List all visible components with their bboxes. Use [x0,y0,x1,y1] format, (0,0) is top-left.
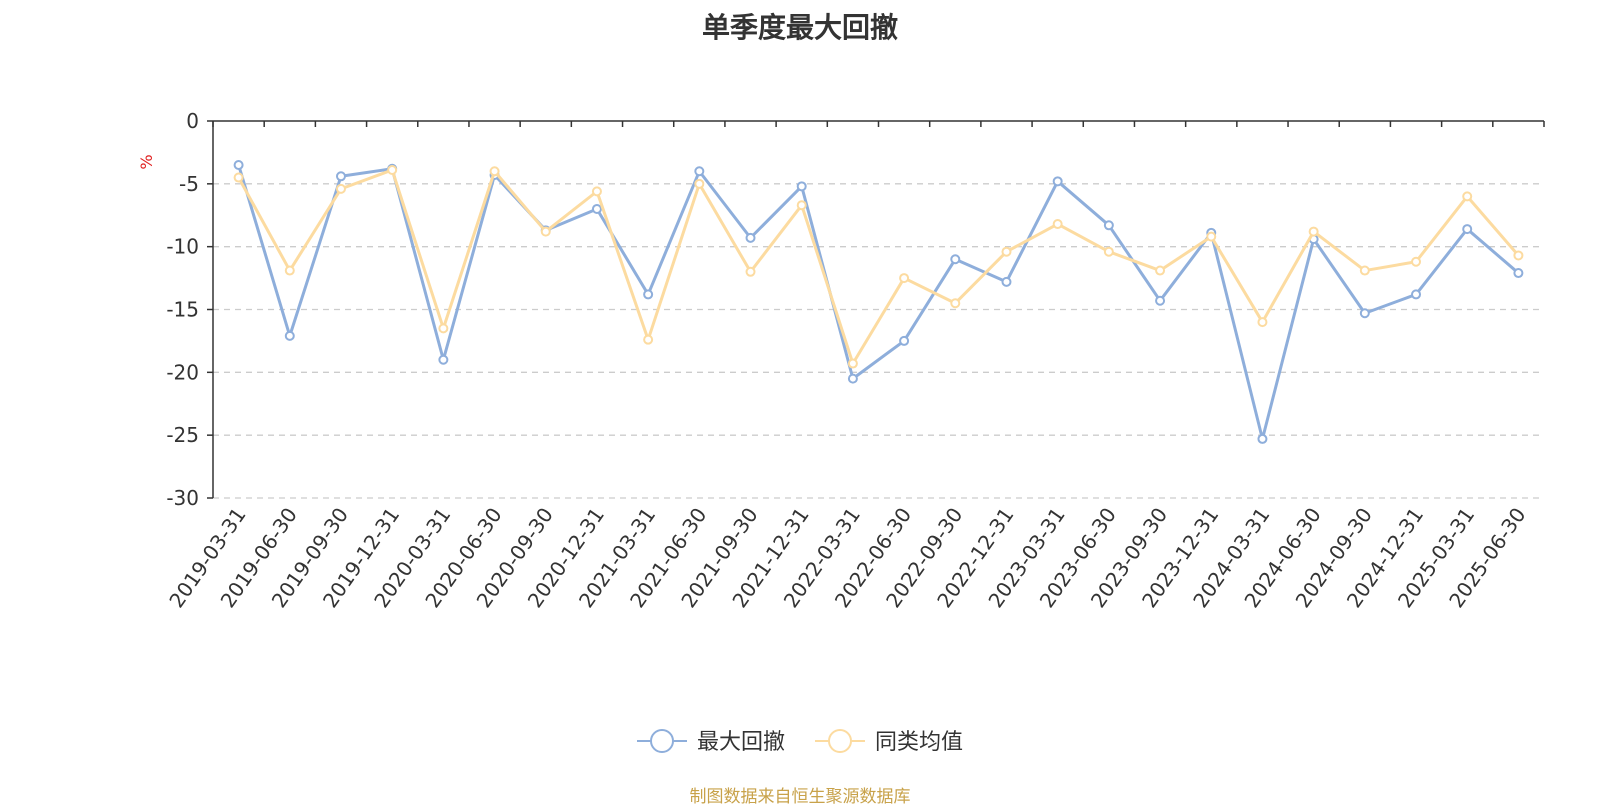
data-point [643,289,654,300]
data-point [1206,231,1217,242]
data-point [438,354,449,365]
series-2 [233,165,1524,369]
data-point [1359,265,1370,276]
series-line [237,168,1520,366]
data-point [438,323,449,334]
data-point [899,273,910,284]
data-point [950,254,961,265]
data-point [1103,246,1114,257]
data-point [1052,176,1063,187]
data-point [1411,256,1422,267]
series-1 [233,159,1524,444]
data-point [796,181,807,192]
data-point [1308,226,1319,237]
legend[interactable]: 最大回撤 同类均值 [637,729,963,755]
data-point [694,178,705,189]
chart-title: 单季度最大回撤 [701,11,898,44]
legend-marker-icon [650,729,674,753]
y-tick-label: -25 [166,423,199,447]
data-point [1513,268,1524,279]
y-tick-label: -30 [166,486,199,510]
data-point [335,183,346,194]
y-tick-label: 0 [186,109,199,133]
data-point [1462,224,1473,235]
data-point [899,335,910,346]
series-line [237,164,1520,441]
data-point [1155,295,1166,306]
data-point [591,203,602,214]
y-tick-label: -20 [166,360,199,384]
legend-label: 最大回撤 [697,730,785,755]
legend-item-2[interactable]: 同类均值 [815,729,963,755]
data-point [1155,265,1166,276]
series-lines [233,159,1524,444]
data-point [489,166,500,177]
data-point [1103,220,1114,231]
y-tick-label: -15 [166,298,199,322]
legend-item-1[interactable]: 最大回撤 [637,729,785,755]
y-tick-label: -5 [179,172,199,196]
data-point [1411,289,1422,300]
data-point [1257,433,1268,444]
data-point [1001,246,1012,257]
data-point [745,232,756,243]
data-point [847,373,858,384]
source-footer: 制图数据来自恒生聚源数据库 [689,787,911,807]
data-point [1513,250,1524,261]
data-point [1462,191,1473,202]
data-point [1359,308,1370,319]
data-point [387,165,398,176]
y-tick-label: -10 [166,235,199,259]
data-point [847,358,858,369]
data-point [233,172,244,183]
data-point [284,265,295,276]
data-point [335,171,346,182]
data-point [643,334,654,345]
data-point [694,166,705,177]
data-point [591,186,602,197]
data-point [1001,276,1012,287]
legend-marker-icon [828,729,852,753]
legend-label: 同类均值 [875,730,963,755]
data-point [745,266,756,277]
y-axis-unit: % [137,154,156,169]
data-point [796,200,807,211]
grid-lines [213,183,1544,499]
data-point [950,298,961,309]
data-point [284,330,295,341]
data-point [233,159,244,170]
data-point [540,226,551,237]
data-point [1052,219,1063,230]
data-point [1257,317,1268,328]
